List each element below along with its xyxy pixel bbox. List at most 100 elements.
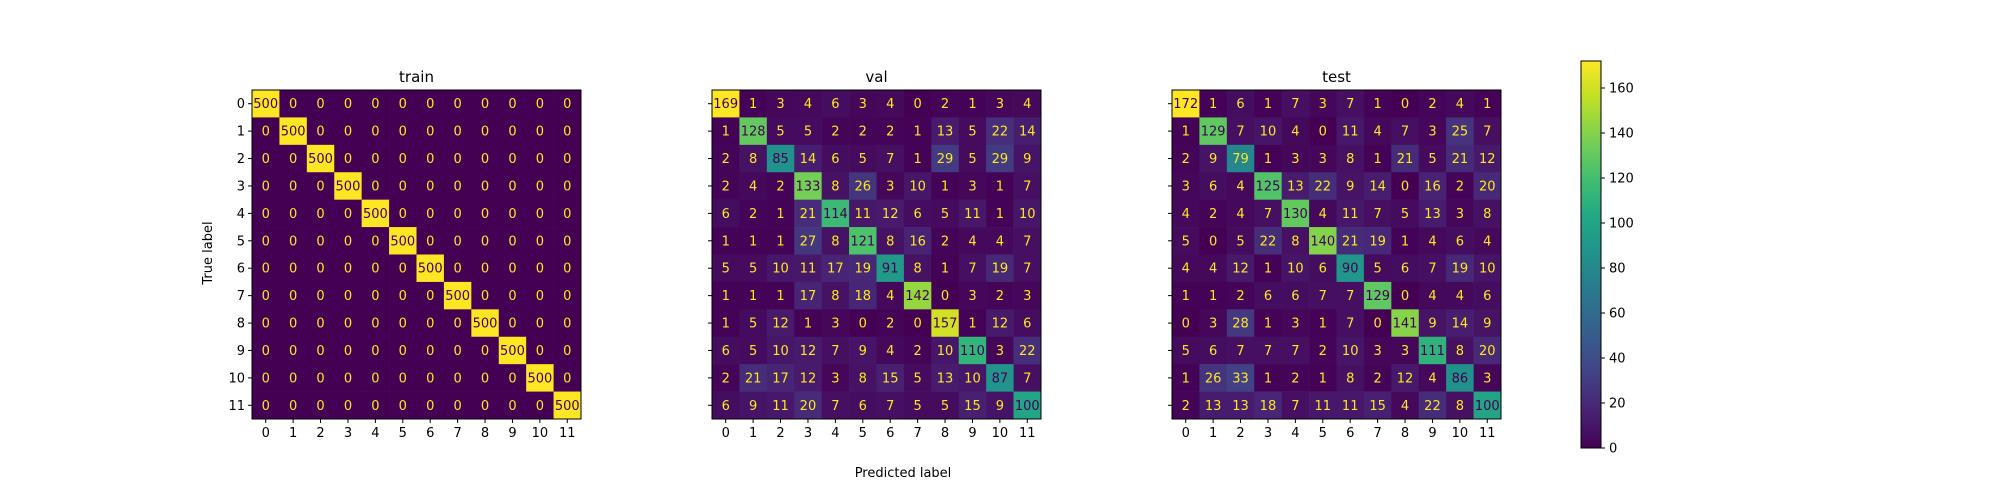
heatmap-cell xyxy=(1226,309,1255,338)
cell-value-label: 0 xyxy=(563,289,571,304)
cell-value-label: 9 xyxy=(1428,317,1436,332)
cell-value-label: 0 xyxy=(508,317,516,332)
cell-value-label: 0 xyxy=(262,262,270,277)
heatmap-cell xyxy=(1013,254,1042,283)
heatmap-cell xyxy=(1199,144,1228,173)
cell-value-label: 21 xyxy=(1452,152,1469,167)
cell-value-label: 0 xyxy=(1209,234,1217,249)
heatmap-cell xyxy=(334,336,362,365)
heatmap-cell xyxy=(1446,281,1474,310)
heatmap-cell xyxy=(1446,172,1474,200)
cell-value-label: 2 xyxy=(1373,371,1381,386)
cell-value-label: 169 xyxy=(713,97,738,112)
cell-value-label: 2 xyxy=(913,344,921,359)
heatmap-cell xyxy=(712,117,740,146)
cell-value-label: 3 xyxy=(1428,125,1436,140)
cell-value-label: 0 xyxy=(536,207,544,222)
colorbar-tick-label: 20 xyxy=(1609,397,1626,412)
heatmap-cell xyxy=(821,90,850,118)
heatmap-cell xyxy=(821,281,850,310)
cell-value-label: 0 xyxy=(316,317,324,332)
cell-value-label: 0 xyxy=(481,125,489,140)
heatmap-cell xyxy=(1446,391,1474,420)
heatmap-cell xyxy=(931,90,960,118)
cell-value-label: 500 xyxy=(308,152,333,167)
heatmap-cell xyxy=(553,199,582,228)
cell-value-label: 3 xyxy=(1456,207,1464,222)
cell-value-label: 3 xyxy=(1319,97,1327,112)
cell-value-label: 21 xyxy=(1342,234,1359,249)
heatmap-cell xyxy=(443,172,472,200)
cell-value-label: 2 xyxy=(886,125,894,140)
x-tick-label: 3 xyxy=(344,426,352,441)
heatmap-cell xyxy=(1281,364,1310,392)
cell-value-label: 4 xyxy=(996,234,1004,249)
heatmap-cell xyxy=(766,336,795,365)
cell-value-label: 7 xyxy=(1291,97,1299,112)
cell-value-label: 1 xyxy=(1182,371,1190,386)
heatmap-cell xyxy=(739,281,768,310)
heatmap-cell xyxy=(416,199,445,228)
heatmap-cell xyxy=(1363,391,1392,420)
heatmap-cell xyxy=(334,309,362,338)
heatmap-cell xyxy=(471,90,500,118)
cell-value-label: 1 xyxy=(1264,317,1272,332)
heatmap-cell xyxy=(712,144,740,173)
cell-value-label: 9 xyxy=(1483,317,1491,332)
heatmap-cell xyxy=(334,117,362,146)
cell-value-label: 18 xyxy=(855,289,872,304)
cell-value-label: 9 xyxy=(1023,152,1031,167)
cell-value-label: 9 xyxy=(749,399,757,414)
heatmap-cell xyxy=(1199,391,1228,420)
cell-value-label: 129 xyxy=(1201,125,1226,140)
heatmap-cell xyxy=(821,391,850,420)
heatmap-cell xyxy=(931,281,960,310)
heatmap-cell xyxy=(821,172,850,200)
heatmap-cell xyxy=(766,254,795,283)
heatmap-cell xyxy=(279,336,308,365)
cell-value-label: 33 xyxy=(1232,371,1249,386)
cell-value-label: 3 xyxy=(1291,152,1299,167)
cell-value-label: 12 xyxy=(1232,262,1249,277)
cell-value-label: 0 xyxy=(563,152,571,167)
cell-value-label: 6 xyxy=(1209,179,1217,194)
cell-value-label: 2 xyxy=(1428,97,1436,112)
heatmap-cell xyxy=(306,172,335,200)
cell-value-label: 22 xyxy=(992,125,1009,140)
cell-value-label: 0 xyxy=(399,97,407,112)
cell-value-label: 6 xyxy=(859,399,867,414)
heatmap-cell xyxy=(1336,144,1365,173)
cell-value-label: 0 xyxy=(344,399,352,414)
heatmap-cell xyxy=(1254,227,1282,255)
heatmap-cell xyxy=(986,391,1014,420)
heatmap-cell xyxy=(958,281,987,310)
cell-value-label: 0 xyxy=(453,399,461,414)
heatmap-cell xyxy=(252,254,280,283)
heatmap-cell xyxy=(389,199,417,228)
heatmap-cell xyxy=(986,309,1014,338)
heatmap-cell xyxy=(794,391,822,420)
cell-value-label: 0 xyxy=(426,234,434,249)
heatmap-cell xyxy=(443,227,472,255)
cell-value-label: 0 xyxy=(399,399,407,414)
cell-value-label: 1 xyxy=(749,289,757,304)
cell-value-label: 6 xyxy=(722,399,730,414)
cell-value-label: 3 xyxy=(886,179,894,194)
cell-value-label: 2 xyxy=(996,289,1004,304)
cell-value-label: 3 xyxy=(831,317,839,332)
cell-value-label: 500 xyxy=(253,97,278,112)
cell-value-label: 0 xyxy=(508,234,516,249)
heatmap-cell xyxy=(739,364,768,392)
heatmap-cell xyxy=(334,199,362,228)
cell-value-label: 14 xyxy=(1369,179,1386,194)
cell-value-label: 2 xyxy=(722,152,730,167)
cell-value-label: 2 xyxy=(831,125,839,140)
cell-value-label: 86 xyxy=(1452,371,1469,386)
cell-value-label: 6 xyxy=(1319,262,1327,277)
cell-value-label: 18 xyxy=(1260,399,1277,414)
cell-value-label: 0 xyxy=(563,234,571,249)
heatmap-cell xyxy=(1172,281,1200,310)
heatmap-cell xyxy=(553,309,582,338)
cell-value-label: 0 xyxy=(399,152,407,167)
x-tick-label: 11 xyxy=(1019,426,1036,441)
